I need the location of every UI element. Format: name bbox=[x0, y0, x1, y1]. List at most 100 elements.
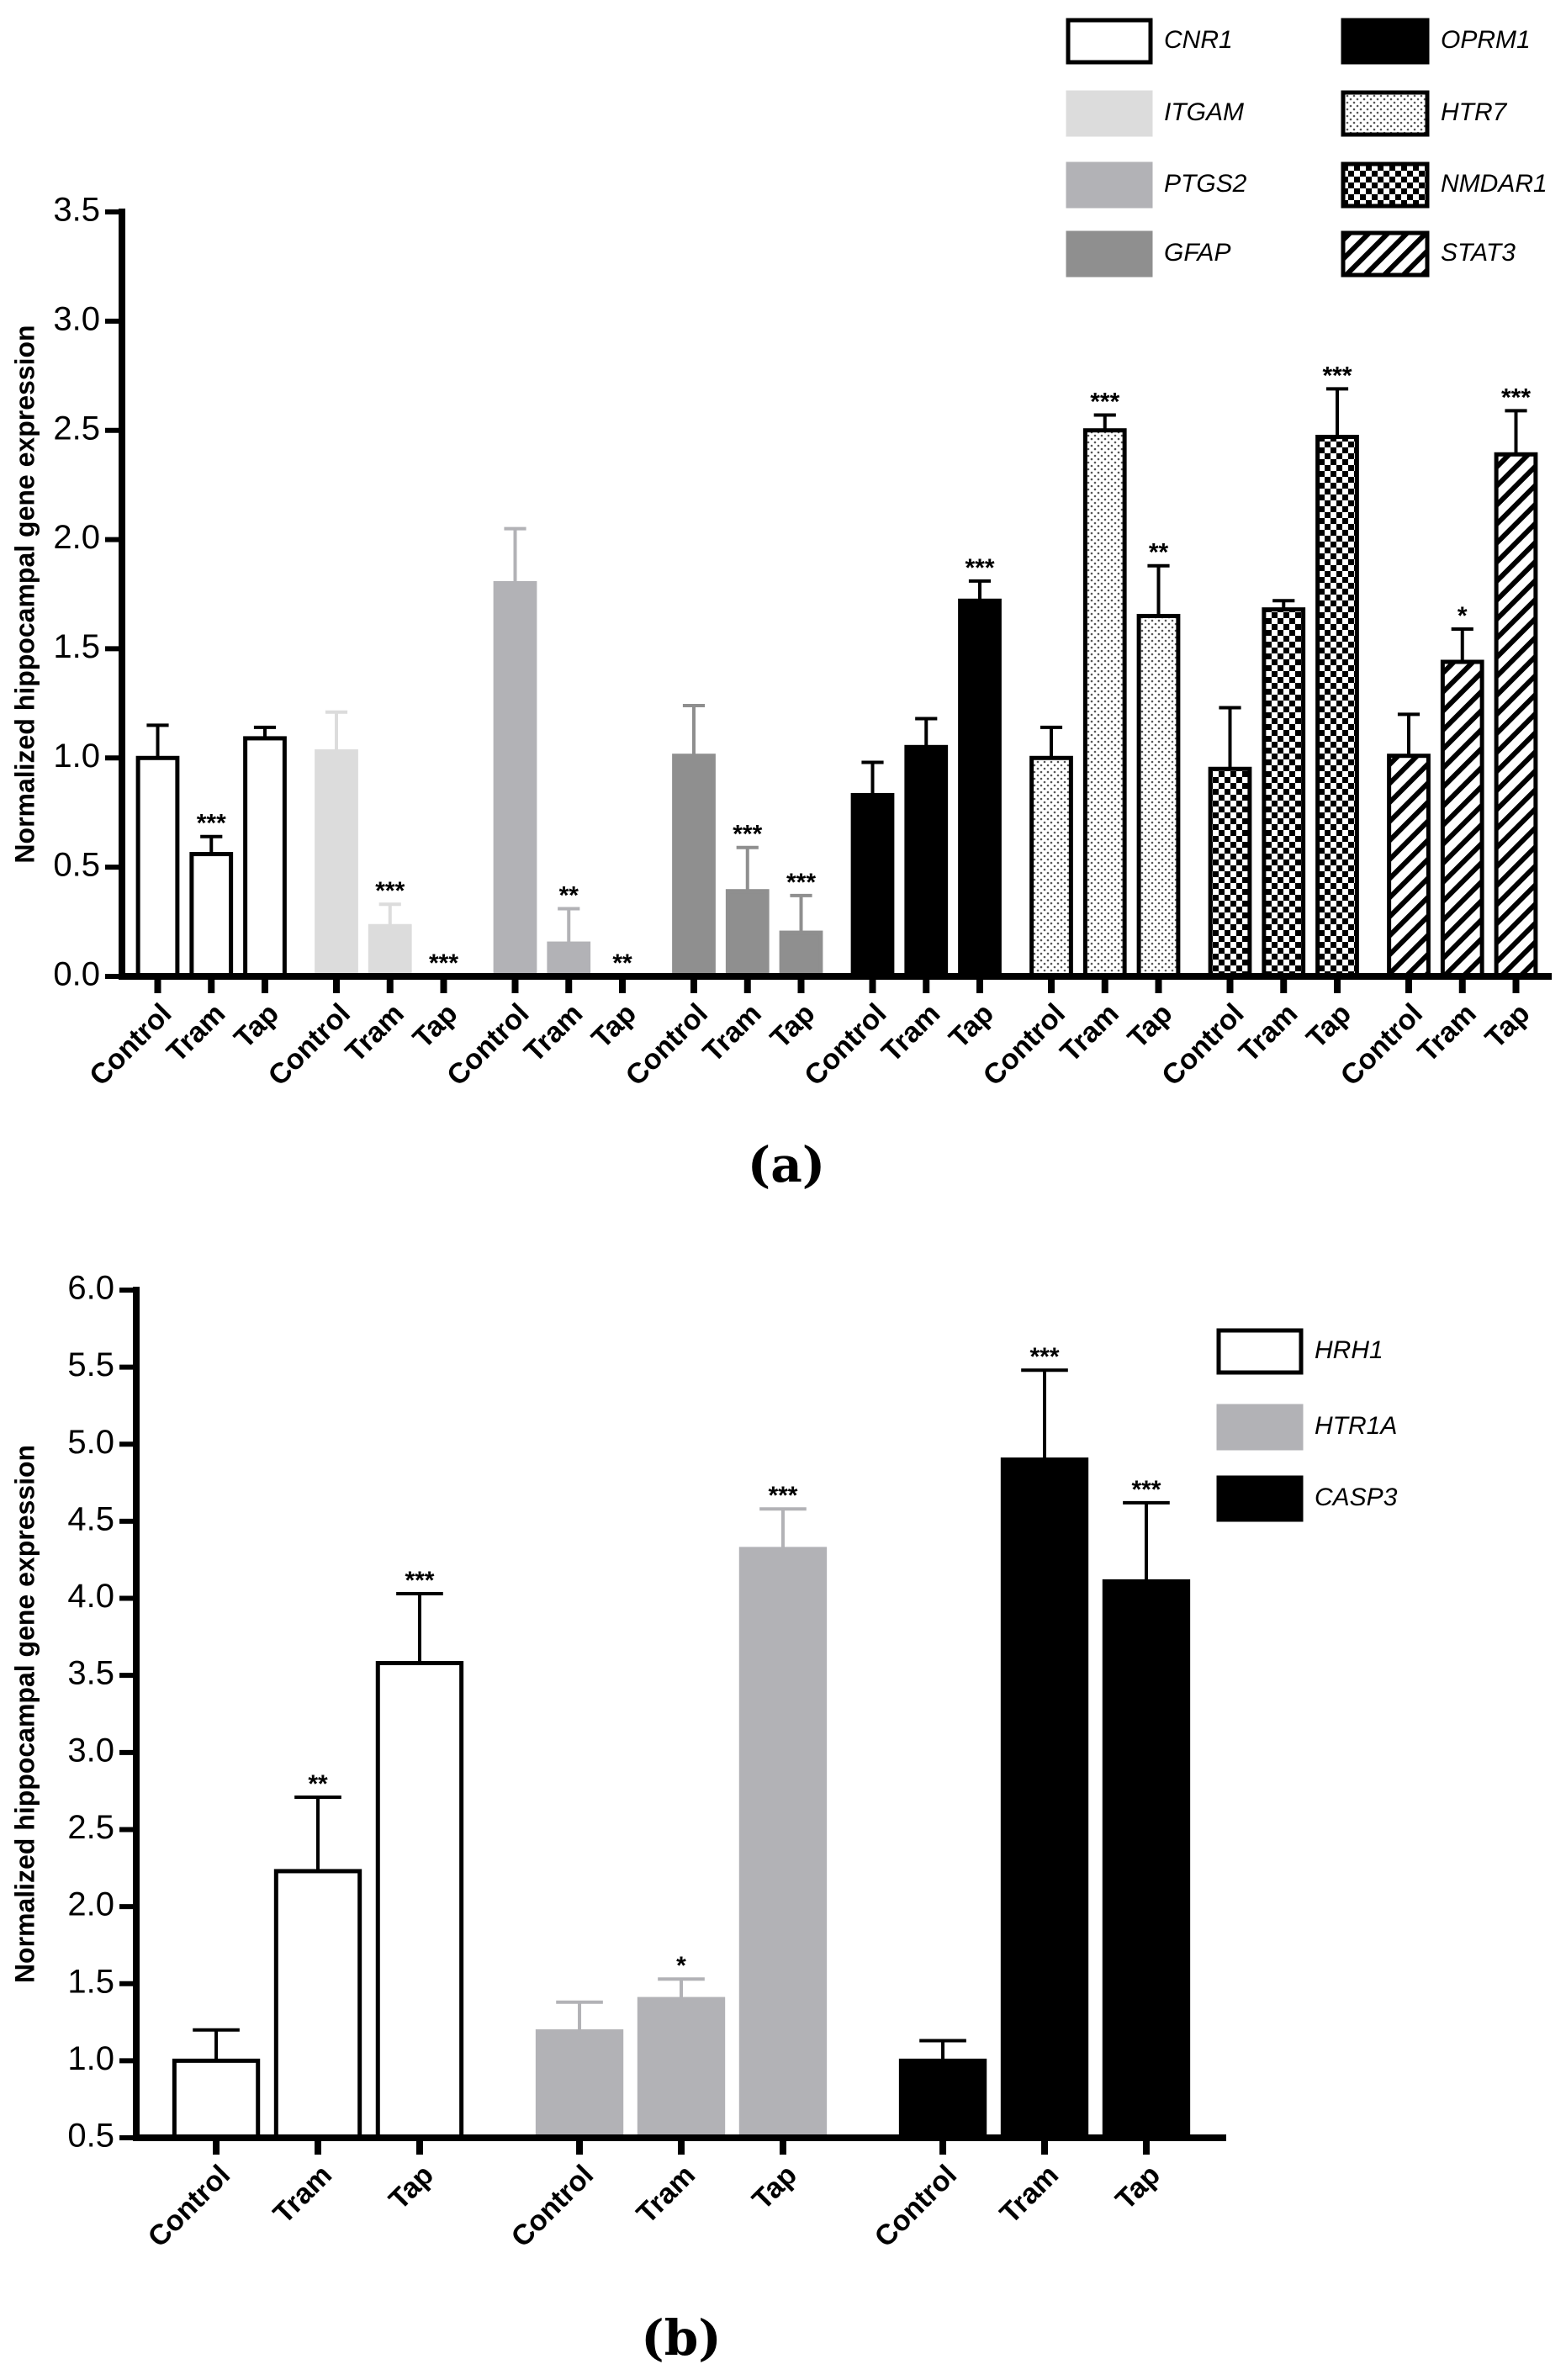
x-tick-label: Tram bbox=[696, 997, 767, 1068]
error-bar bbox=[790, 893, 812, 933]
significance: *** bbox=[1090, 388, 1119, 415]
y-tick-label: 2.5 bbox=[53, 410, 100, 447]
bar bbox=[1208, 766, 1252, 979]
legend-swatch bbox=[1066, 90, 1153, 137]
significance: *** bbox=[733, 821, 762, 849]
error-bar bbox=[1021, 1368, 1068, 1460]
bar bbox=[1082, 428, 1127, 979]
bar bbox=[1102, 1579, 1191, 2140]
x-tick-label: Tap bbox=[585, 997, 643, 1055]
error-bar bbox=[200, 834, 223, 854]
y-tick-label: 3.0 bbox=[67, 1732, 114, 1769]
bar bbox=[172, 2058, 261, 2140]
legend-label: STAT3 bbox=[1441, 239, 1516, 267]
error-bar bbox=[1272, 599, 1295, 610]
legend-label: NMDAR1 bbox=[1441, 170, 1547, 198]
y-axis-label: Normalized hippocampal gene expression bbox=[9, 325, 40, 863]
legend-label: HRH1 bbox=[1315, 1336, 1383, 1364]
x-tick-label: Tap bbox=[1300, 997, 1357, 1055]
error-bar bbox=[736, 845, 759, 891]
significance: ** bbox=[1149, 539, 1169, 567]
error-bar bbox=[558, 907, 580, 944]
significance: *** bbox=[768, 1482, 797, 1510]
bar bbox=[375, 1661, 464, 2140]
x-tick-label: Tram bbox=[1054, 997, 1124, 1068]
error-bar bbox=[396, 1592, 443, 1663]
bar bbox=[850, 792, 895, 979]
error-bar bbox=[556, 2000, 603, 2032]
x-tick-label: Tram bbox=[1233, 997, 1304, 1068]
x-tick-label: Tap bbox=[1109, 2159, 1167, 2216]
bar bbox=[1029, 755, 1073, 979]
legend-swatch bbox=[1216, 1475, 1304, 1522]
x-tick-label: Tap bbox=[383, 2159, 440, 2216]
y-tick-label: 0.5 bbox=[53, 847, 100, 884]
y-tick-label: 2.0 bbox=[53, 519, 100, 556]
error-bar bbox=[504, 526, 526, 584]
significance: *** bbox=[197, 810, 226, 838]
error-bar bbox=[1397, 712, 1421, 756]
bar bbox=[1387, 754, 1431, 979]
y-tick-label: 1.0 bbox=[67, 2040, 114, 2077]
x-tick-label: Tram bbox=[518, 997, 589, 1068]
bar bbox=[637, 1997, 726, 2140]
y-tick-label: 5.0 bbox=[67, 1424, 114, 1461]
error-bar bbox=[1219, 706, 1241, 770]
bar bbox=[958, 598, 1002, 979]
significance: *** bbox=[965, 554, 994, 582]
bar bbox=[368, 923, 412, 979]
bar bbox=[1262, 607, 1306, 979]
bar bbox=[738, 1547, 828, 2140]
y-tick-label: 4.5 bbox=[67, 1500, 114, 1537]
error-bar bbox=[325, 710, 348, 752]
significance: ** bbox=[612, 949, 632, 977]
error-bar bbox=[919, 2039, 966, 2061]
error-bar bbox=[1325, 387, 1349, 437]
error-bar bbox=[1040, 725, 1063, 759]
x-tick-label: Control bbox=[142, 2159, 236, 2253]
x-tick-label: Tram bbox=[267, 2159, 338, 2229]
error-bar bbox=[682, 703, 706, 756]
significance: *** bbox=[1322, 362, 1352, 389]
bar bbox=[1494, 452, 1538, 979]
bar bbox=[898, 2058, 987, 2140]
bar bbox=[672, 754, 716, 979]
x-tick-label: Tram bbox=[994, 2159, 1065, 2229]
x-tick-label: Control bbox=[869, 2159, 963, 2253]
legend-label: PTGS2 bbox=[1164, 170, 1247, 198]
bar bbox=[779, 930, 823, 979]
error-bar bbox=[658, 1977, 705, 2000]
significance: * bbox=[1458, 602, 1468, 630]
error-bar bbox=[759, 1507, 807, 1549]
legend-swatch bbox=[1216, 1404, 1304, 1451]
panel-label: (b) bbox=[641, 2309, 721, 2367]
y-tick-label: 6.0 bbox=[67, 1270, 114, 1307]
bar bbox=[315, 748, 358, 979]
y-tick-label: 5.5 bbox=[67, 1346, 114, 1383]
significance: ** bbox=[559, 881, 579, 909]
error-bar bbox=[146, 723, 169, 759]
y-axis-label: Normalized hippocampal gene expression bbox=[9, 1445, 40, 1983]
y-tick-label: 0.5 bbox=[67, 2118, 114, 2155]
error-bar bbox=[1093, 413, 1116, 431]
significance: ** bbox=[308, 1770, 328, 1798]
bar bbox=[135, 755, 180, 979]
legend-label: GFAP bbox=[1164, 239, 1230, 267]
x-tick-label: Tap bbox=[228, 997, 285, 1055]
significance: *** bbox=[1131, 1476, 1161, 1504]
legend-label: HTR7 bbox=[1441, 98, 1508, 126]
x-tick-label: Tram bbox=[339, 997, 410, 1068]
error-bar bbox=[378, 902, 401, 927]
legend-swatch bbox=[1341, 230, 1430, 278]
y-tick-label: 2.5 bbox=[67, 1809, 114, 1846]
error-bar bbox=[193, 2028, 240, 2061]
legend-label: OPRM1 bbox=[1441, 26, 1531, 54]
significance: *** bbox=[1501, 383, 1531, 411]
bar bbox=[547, 941, 591, 979]
legend-label: CNR1 bbox=[1164, 26, 1233, 54]
error-bar bbox=[1451, 627, 1473, 663]
y-tick-label: 1.5 bbox=[67, 1963, 114, 2000]
error-bar bbox=[1505, 409, 1527, 455]
significance: *** bbox=[786, 869, 816, 896]
y-tick-label: 1.0 bbox=[53, 738, 100, 775]
